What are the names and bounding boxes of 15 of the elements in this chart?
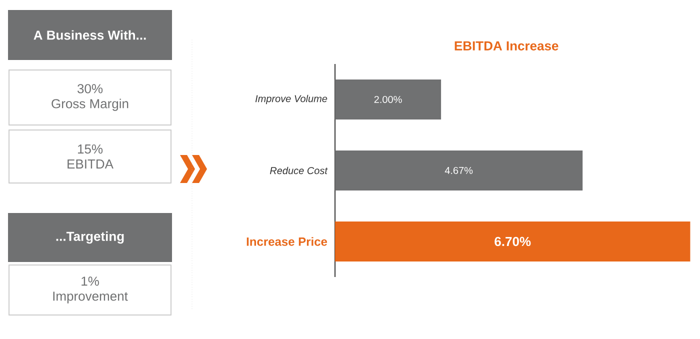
data-label: 2.00% — [374, 96, 402, 104]
text: Improvement — [53, 292, 128, 304]
text: Gross Margin — [52, 98, 128, 111]
text: 15% — [78, 144, 103, 154]
y-tick-label: Improve Volume — [255, 94, 328, 104]
text: EBITDA — [68, 160, 114, 168]
text: ...Targeting — [56, 231, 124, 244]
y-tick-label: Increase Price — [246, 237, 328, 246]
text: 1% — [82, 276, 99, 286]
text: A Business With... — [34, 30, 146, 40]
data-label: 4.67% — [444, 166, 473, 174]
chart-title: EBITDA Increase — [454, 41, 558, 50]
data-label: 6.70% — [494, 236, 531, 246]
text: 30% — [78, 84, 103, 94]
y-tick-label: Reduce Cost — [270, 166, 328, 174]
